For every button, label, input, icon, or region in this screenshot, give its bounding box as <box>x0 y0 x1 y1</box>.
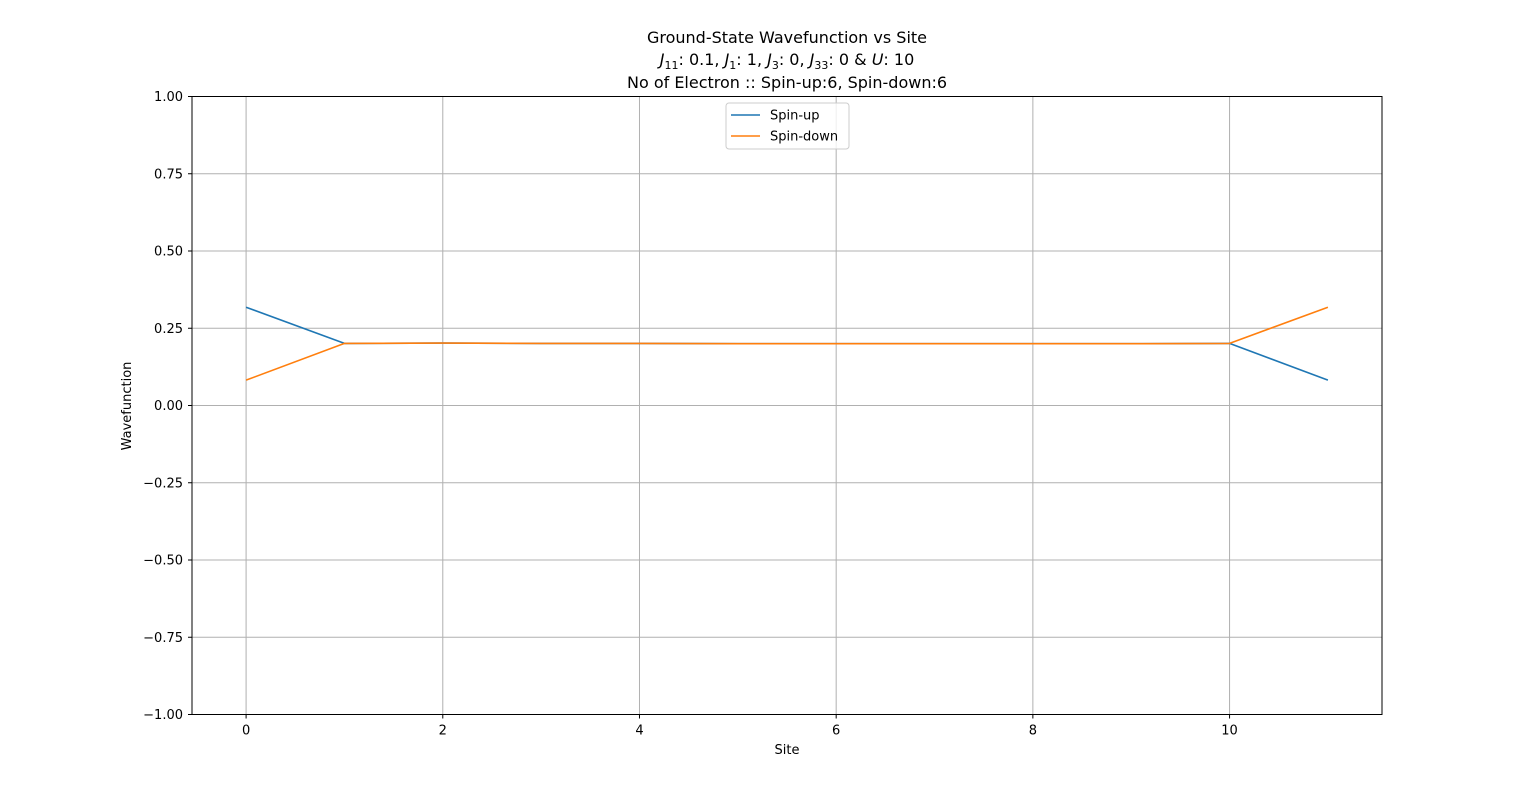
y-tick-label: 0.75 <box>154 167 183 182</box>
x-tick-label: 2 <box>439 724 447 739</box>
param-symbol: J <box>764 50 772 69</box>
y-tick-label: 0.25 <box>154 322 183 337</box>
param-subscript: 3 <box>772 59 779 72</box>
param-symbol: U <box>872 50 884 69</box>
chart-title: Ground-State Wavefunction vs Site <box>647 28 927 47</box>
chart-subtitle-params: J11: 0.1, J1: 1, J3: 0, J33: 0 & U: 10 <box>657 50 915 72</box>
param-value: : 0, <box>779 50 810 69</box>
y-tick-label: −0.75 <box>143 631 183 646</box>
series-lines <box>245 306 1329 381</box>
param-subscript: 11 <box>664 59 678 72</box>
y-tick-label: 1.00 <box>154 90 183 105</box>
legend-label-spin-up: Spin-up <box>770 109 820 124</box>
param-value: : 0 & <box>828 50 871 69</box>
param-value: : 10 <box>883 50 914 69</box>
legend: Spin-up Spin-down <box>725 102 850 150</box>
y-tick-label: −0.50 <box>143 554 183 569</box>
param-symbol: J <box>807 50 815 69</box>
y-tick-label: 0.00 <box>154 399 183 414</box>
param-subscript: 1 <box>729 59 736 72</box>
x-tick-label: 8 <box>1029 724 1037 739</box>
y-axis-label: Wavefunction <box>120 362 135 451</box>
legend-label-spin-down: Spin-down <box>770 130 838 145</box>
param-symbol: J <box>722 50 730 69</box>
y-tick-label: −1.00 <box>143 708 183 723</box>
grid <box>192 96 1382 715</box>
param-value: : 0.1, <box>678 50 724 69</box>
y-tick-label: 0.50 <box>154 245 183 260</box>
y-tick-label: −0.25 <box>143 476 183 491</box>
x-tick-label: 6 <box>832 724 840 739</box>
series-line-spin-down <box>245 306 1329 381</box>
param-subscript: 33 <box>814 59 828 72</box>
chart-subtitle-electrons: No of Electron :: Spin-up:6, Spin-down:6 <box>627 73 947 92</box>
x-tick-label: 10 <box>1221 724 1238 739</box>
x-tick-label: 4 <box>635 724 643 739</box>
ticks: 0 2 4 6 8 10 −1.00 −0.75 −0.50 −0.25 0.00 0.25 0.50 0… <box>143 90 1238 739</box>
param-symbol: J <box>657 50 665 69</box>
x-tick-label: 0 <box>242 724 250 739</box>
x-axis-label: Site <box>775 743 800 758</box>
param-value: : 1, <box>736 50 767 69</box>
